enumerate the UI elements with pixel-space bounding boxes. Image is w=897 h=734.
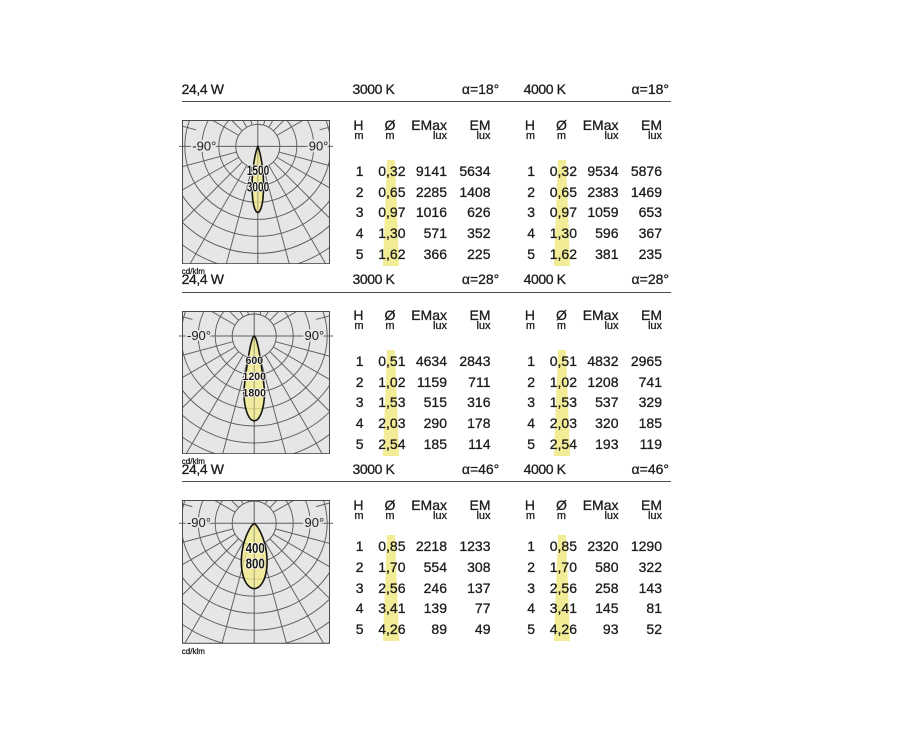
svg-text:-90°: -90° (192, 138, 216, 153)
svg-text:90°: 90° (308, 138, 328, 153)
svg-text:-90°: -90° (187, 515, 211, 530)
svg-text:3000: 3000 (246, 179, 269, 195)
svg-text:400: 400 (245, 540, 264, 557)
svg-text:1500: 1500 (246, 163, 269, 179)
svg-text:1200: 1200 (242, 370, 266, 382)
svg-text:800: 800 (245, 555, 264, 572)
svg-text:-90°: -90° (187, 328, 211, 343)
svg-text:1800: 1800 (242, 387, 266, 399)
svg-text:90°: 90° (304, 328, 324, 343)
svg-text:90°: 90° (304, 515, 324, 530)
svg-text:600: 600 (245, 354, 263, 366)
